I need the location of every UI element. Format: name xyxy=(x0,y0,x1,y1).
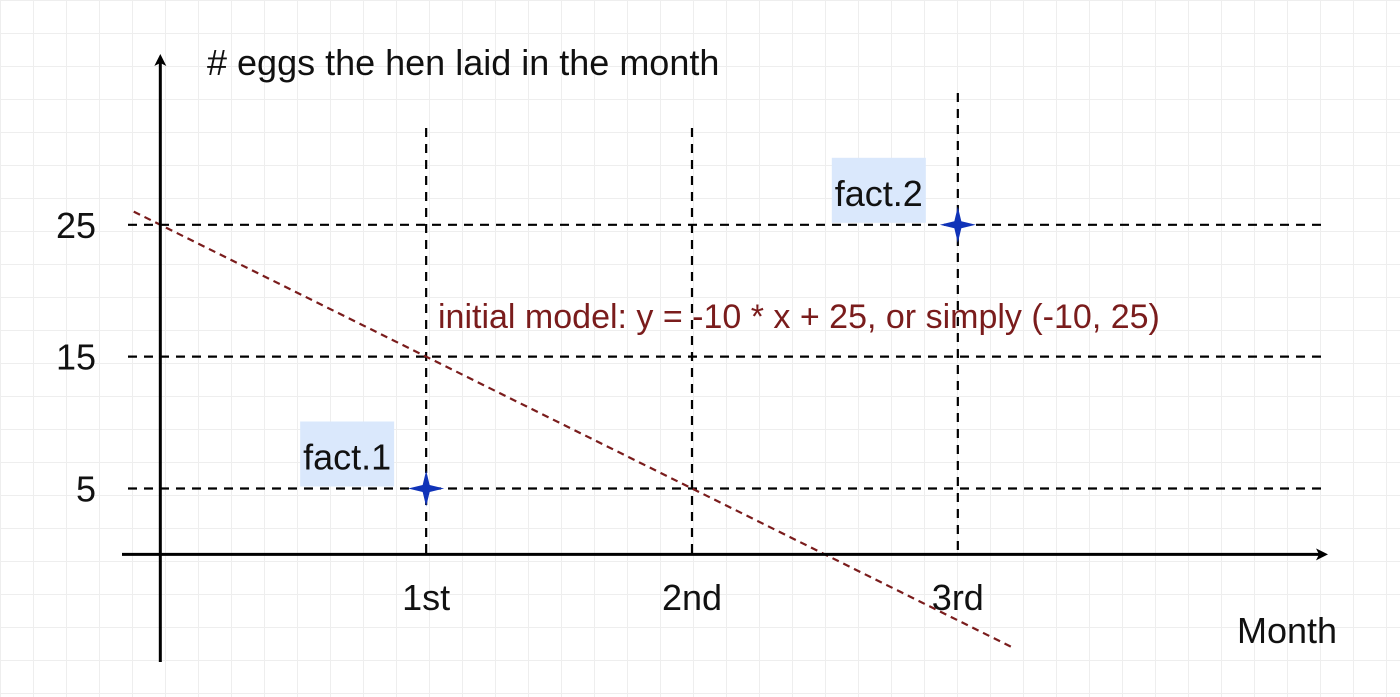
point-label: fact.2 xyxy=(835,173,923,214)
x-tick-label: 1st xyxy=(402,577,450,618)
y-tick-label: 5 xyxy=(76,468,96,509)
point-label-box xyxy=(831,157,926,223)
x-tick-label: 2nd xyxy=(662,577,722,618)
model-line-layer xyxy=(133,210,1012,648)
data-points: fact.1 fact.2 xyxy=(300,157,976,507)
chart-text: # eggs the hen laid in the month Month i… xyxy=(56,42,1337,651)
y-axis-label: # eggs the hen laid in the month xyxy=(207,42,719,83)
x-axis-label: Month xyxy=(1237,610,1337,651)
x-tick-label: 3rd xyxy=(932,577,984,618)
data-point-star xyxy=(408,470,445,507)
model-line xyxy=(133,210,1012,648)
point-label-box xyxy=(300,421,395,487)
point-label: fact.1 xyxy=(303,436,391,477)
data-point-star xyxy=(939,206,976,243)
model-line-label: initial model: y = -10 * x + 25, or simp… xyxy=(438,298,1160,336)
y-tick-label: 15 xyxy=(56,337,96,378)
axes xyxy=(122,54,1328,662)
y-tick-label: 25 xyxy=(56,205,96,246)
grid-lines xyxy=(128,93,1325,555)
